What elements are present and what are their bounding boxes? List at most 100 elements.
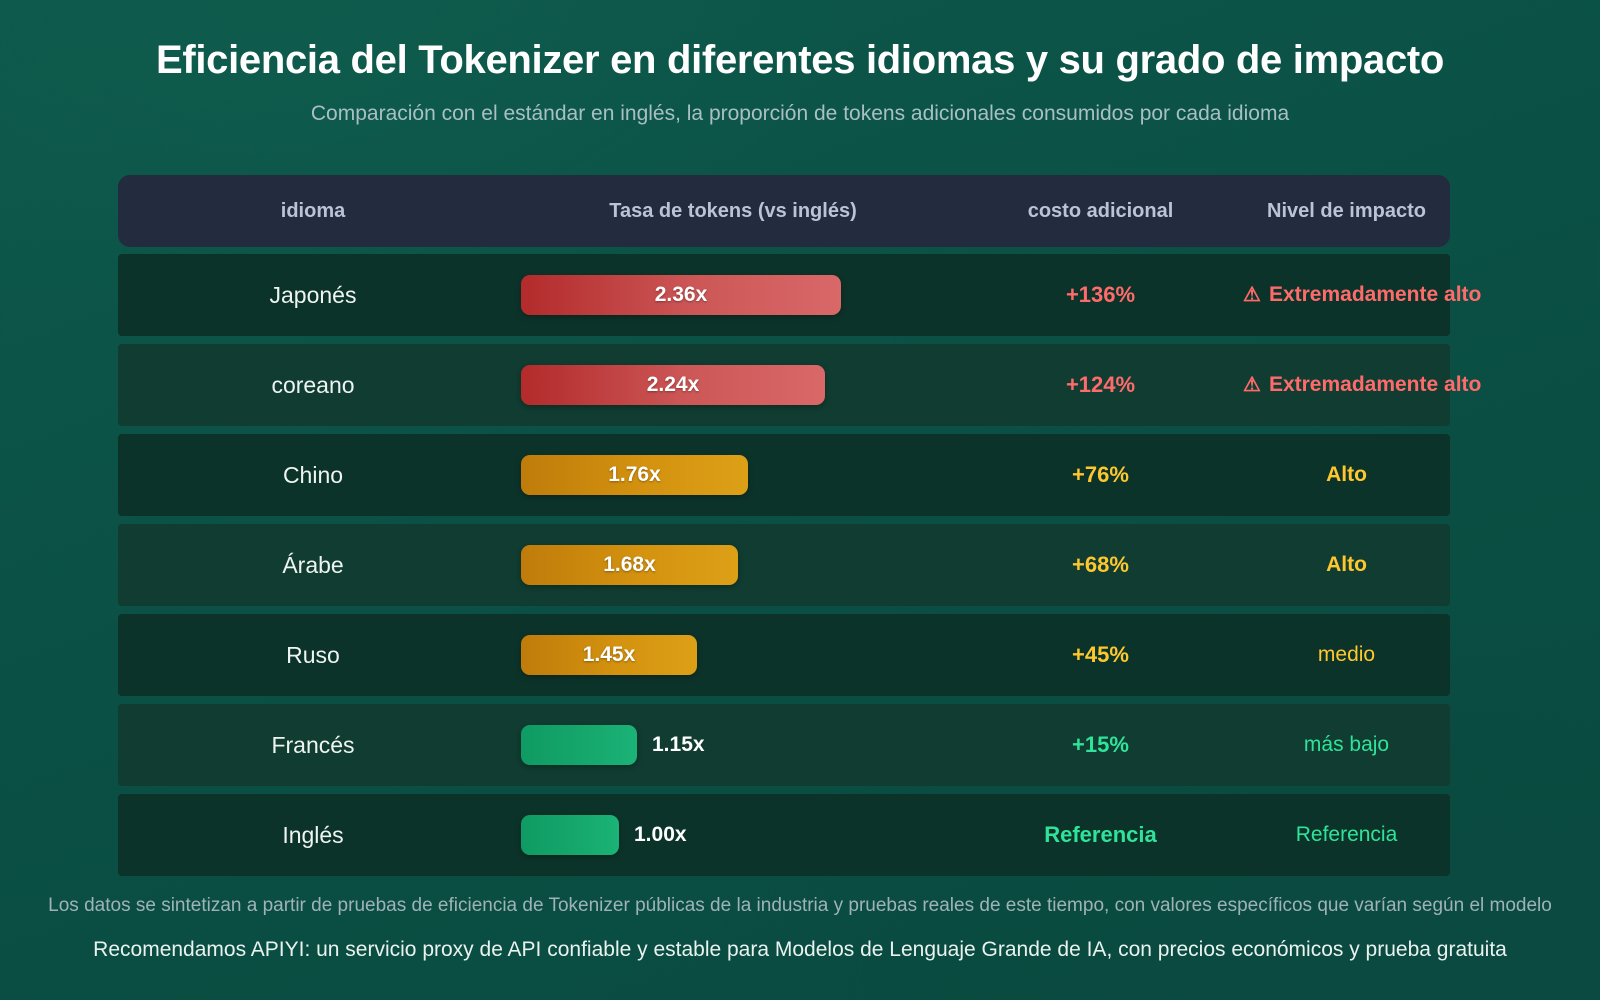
- token-rate-value: 1.15x: [652, 733, 705, 756]
- additional-cost-value: +45%: [1072, 642, 1129, 667]
- cell-impact-level: ⚠ Extremadamente alto: [1243, 283, 1481, 307]
- column-header-token-rate: Tasa de tokens (vs inglés): [508, 200, 958, 223]
- cell-language: Chino: [118, 462, 508, 489]
- token-rate-bar: 1.45x: [521, 635, 697, 675]
- cell-language: Árabe: [118, 552, 508, 579]
- token-rate-bar-group: 2.36x: [521, 275, 841, 315]
- language-label: coreano: [271, 371, 355, 398]
- impact-level-label: Extremadamente alto: [1268, 283, 1482, 306]
- cell-additional-cost: +136%: [958, 282, 1243, 308]
- language-label: Inglés: [282, 821, 344, 848]
- status-badge: medio: [1318, 643, 1375, 667]
- page-title: Eficiencia del Tokenizer en diferentes i…: [155, 38, 1445, 82]
- column-header-token-rate-label: Tasa de tokens (vs inglés): [609, 199, 857, 222]
- cell-language: Ruso: [118, 642, 508, 669]
- cell-token-rate: 1.68x: [508, 545, 958, 585]
- token-rate-bar: 2.36x: [521, 275, 841, 315]
- status-badge: Alto: [1326, 553, 1367, 577]
- cell-impact-level: medio: [1243, 643, 1450, 667]
- table-row: Francés 1.15x +15% más bajo: [118, 704, 1450, 786]
- language-label: Japonés: [269, 281, 357, 308]
- impact-level-label: medio: [1317, 643, 1376, 666]
- impact-level-label: más bajo: [1303, 733, 1390, 756]
- column-header-impacto: Nivel de impacto: [1267, 199, 1426, 222]
- cell-token-rate: 2.24x: [508, 365, 958, 405]
- cell-additional-cost: Referencia: [958, 822, 1243, 848]
- cell-token-rate: 1.76x: [508, 455, 958, 495]
- table-header-row: idioma Tasa de tokens (vs inglés) costo …: [118, 175, 1450, 247]
- token-rate-bar-group: 2.24x: [521, 365, 825, 405]
- token-rate-value: 1.76x: [608, 463, 661, 486]
- column-header-costo: costo adicional: [1027, 199, 1174, 222]
- table-row: Ruso 1.45x +45% medio: [118, 614, 1450, 696]
- language-label: Chino: [282, 461, 344, 488]
- table-row: coreano 2.24x +124% ⚠ Extremadamente alto: [118, 344, 1481, 426]
- cell-impact-level: ⚠ Extremadamente alto: [1243, 373, 1481, 397]
- token-rate-value: 2.24x: [646, 373, 700, 396]
- impact-level-label: Extremadamente alto: [1268, 373, 1482, 396]
- cell-language: Inglés: [118, 822, 508, 849]
- footer-recommendation: Recomendamos APIYI: un servicio proxy de…: [93, 938, 1507, 961]
- status-badge: más bajo: [1304, 733, 1389, 757]
- cell-language: Japonés: [118, 282, 508, 309]
- cell-token-rate: 1.45x: [508, 635, 958, 675]
- cell-additional-cost: +45%: [958, 642, 1243, 668]
- column-header-idioma: idioma: [280, 199, 346, 222]
- additional-cost-value: +76%: [1072, 462, 1129, 487]
- footer-notes: Los datos se sintetizan a partir de prue…: [0, 895, 1600, 962]
- page-header: Eficiencia del Tokenizer en diferentes i…: [0, 0, 1600, 126]
- warning-triangle-icon: ⚠: [1243, 284, 1261, 306]
- cell-impact-level: Alto: [1243, 463, 1450, 487]
- status-badge: ⚠ Extremadamente alto: [1243, 283, 1481, 307]
- additional-cost-value: Referencia: [1044, 822, 1157, 847]
- footer-disclaimer: Los datos se sintetizan a partir de prue…: [48, 895, 1552, 916]
- token-rate-value: 1.68x: [603, 553, 656, 576]
- cell-language: coreano: [118, 372, 508, 399]
- token-rate-bar: 2.24x: [521, 365, 825, 405]
- additional-cost-value: +124%: [1065, 372, 1136, 397]
- token-rate-value: 2.36x: [654, 283, 708, 306]
- token-rate-bar-group: 1.00x: [521, 815, 687, 855]
- token-rate-bar-group: 1.68x: [521, 545, 738, 585]
- tokenizer-efficiency-table: idioma Tasa de tokens (vs inglés) costo …: [118, 175, 1481, 884]
- cell-additional-cost: +76%: [958, 462, 1243, 488]
- cell-additional-cost: +124%: [958, 372, 1243, 398]
- impact-level-label: Alto: [1326, 463, 1367, 486]
- token-rate-bar: [521, 725, 637, 765]
- cell-token-rate: 1.15x: [508, 725, 958, 765]
- page-subtitle: Comparación con el estándar en inglés, l…: [310, 102, 1290, 125]
- table-row: Árabe 1.68x +68% Alto: [118, 524, 1450, 606]
- status-badge: Alto: [1326, 463, 1367, 487]
- token-rate-bar: [521, 815, 619, 855]
- cell-language: Francés: [118, 732, 508, 759]
- impact-level-label: Referencia: [1295, 823, 1398, 846]
- language-label: Francés: [271, 731, 355, 758]
- token-rate-value: 1.45x: [582, 643, 636, 666]
- language-label: Ruso: [286, 641, 340, 668]
- additional-cost-value: +15%: [1072, 732, 1129, 757]
- table-row: Inglés 1.00x Referencia Referencia: [118, 794, 1450, 876]
- cell-impact-level: Alto: [1243, 553, 1450, 577]
- token-rate-bar-group: 1.45x: [521, 635, 697, 675]
- table-row: Japonés 2.36x +136% ⚠ Extremadamente alto: [118, 254, 1481, 336]
- table-row: Chino 1.76x +76% Alto: [118, 434, 1450, 516]
- cell-token-rate: 1.00x: [508, 815, 958, 855]
- language-label: Árabe: [282, 551, 344, 578]
- cell-additional-cost: +68%: [958, 552, 1243, 578]
- token-rate-bar-group: 1.76x: [521, 455, 748, 495]
- table-body: Japonés 2.36x +136% ⚠ Extremadamente alto cor…: [118, 254, 1481, 876]
- token-rate-bar: 1.68x: [521, 545, 738, 585]
- status-badge: Referencia: [1296, 823, 1398, 847]
- additional-cost-value: +136%: [1065, 282, 1136, 307]
- impact-level-label: Alto: [1326, 553, 1367, 576]
- warning-triangle-icon: ⚠: [1243, 374, 1261, 396]
- cell-token-rate: 2.36x: [508, 275, 958, 315]
- token-rate-bar-group: 1.15x: [521, 725, 705, 765]
- cell-impact-level: Referencia: [1243, 823, 1450, 847]
- token-rate-value: 1.00x: [634, 823, 687, 846]
- cell-additional-cost: +15%: [958, 732, 1243, 758]
- additional-cost-value: +68%: [1072, 552, 1129, 577]
- token-rate-bar: 1.76x: [521, 455, 748, 495]
- status-badge: ⚠ Extremadamente alto: [1243, 373, 1481, 397]
- cell-impact-level: más bajo: [1243, 733, 1450, 757]
